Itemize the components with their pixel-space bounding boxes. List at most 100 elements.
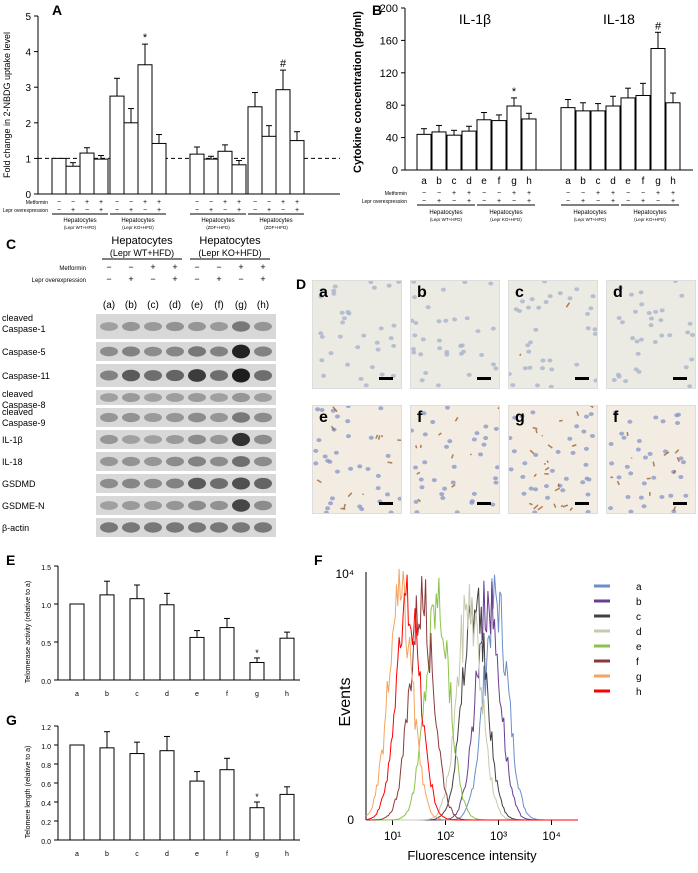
dab-stain — [343, 503, 346, 509]
nucleus — [420, 337, 426, 342]
blot-band — [166, 412, 184, 423]
dab-stain — [565, 302, 571, 308]
y-tick-label: 1.0 — [41, 744, 51, 751]
blot-band — [100, 478, 118, 489]
nucleus — [658, 318, 664, 323]
nucleus — [632, 309, 638, 314]
category-label: b — [580, 176, 586, 187]
blot-band — [210, 500, 228, 511]
blot-band — [232, 412, 250, 423]
nucleus — [411, 428, 415, 433]
y-tick-label: 1.2 — [41, 725, 51, 732]
bar — [416, 133, 432, 171]
nucleus — [458, 351, 464, 356]
nucleus — [651, 475, 657, 480]
blot-band — [210, 346, 228, 357]
nucleus — [535, 383, 541, 388]
category-label: b — [436, 176, 442, 187]
nucleus — [388, 336, 394, 341]
y-axis-label: Telomerase activity (relative to a) — [25, 581, 32, 683]
ihc-image — [411, 406, 499, 513]
lane-label: (b) — [125, 300, 137, 311]
dab-stain — [674, 449, 680, 454]
nucleus — [528, 486, 534, 491]
y-tick-label: 0.2 — [41, 820, 51, 827]
blot-band — [100, 370, 118, 381]
y-tick-label: 0.6 — [41, 782, 51, 789]
bar — [279, 793, 295, 841]
nucleus — [635, 447, 641, 452]
blot-band — [232, 321, 250, 332]
blot-strip — [96, 496, 276, 515]
nucleus — [451, 464, 457, 469]
nucleus — [647, 451, 653, 456]
nucleus — [547, 358, 553, 363]
nucleus — [471, 437, 477, 442]
category-label: g — [511, 176, 517, 187]
nucleus — [315, 407, 321, 412]
legend-label: e — [636, 642, 642, 653]
nucleus — [413, 320, 419, 325]
nucleus — [619, 431, 625, 436]
nucleus — [627, 419, 633, 424]
bar — [275, 89, 291, 195]
ihc-tile-label: f — [613, 409, 619, 426]
nucleus — [536, 305, 542, 310]
category-label: g — [255, 691, 259, 698]
significance-mark: # — [655, 20, 662, 32]
blot-band — [210, 434, 228, 445]
blot-band — [144, 478, 162, 489]
blot-band — [100, 522, 118, 533]
nucleus — [412, 295, 418, 300]
condition-sign: + — [172, 262, 177, 272]
dab-stain — [559, 419, 563, 422]
x-tick-label: 10³ — [490, 829, 507, 843]
group-sublabel: (Lepr KO+HFD) — [122, 225, 154, 230]
y-axis-label: Cytokine concentration (pg/ml) — [352, 11, 364, 173]
nucleus — [642, 455, 648, 460]
group-sublabel: (Lepr WT+HFD) — [64, 225, 97, 230]
nucleus — [540, 358, 546, 363]
blot-band — [144, 435, 162, 444]
nucleus — [659, 308, 665, 313]
blot-band — [166, 456, 184, 467]
ihc-tile-f: f — [606, 405, 696, 514]
bar — [605, 105, 621, 171]
nucleus — [490, 326, 496, 331]
ihc-tile-f: f — [410, 405, 500, 514]
ihc-tile-label: c — [515, 284, 524, 301]
condition-sign: − — [512, 198, 516, 205]
blot-band — [254, 477, 272, 490]
blot-band — [188, 477, 206, 490]
dab-stain — [535, 429, 538, 434]
nucleus — [624, 464, 630, 469]
nucleus — [348, 466, 354, 471]
nucleus — [646, 311, 652, 316]
nucleus — [396, 281, 401, 284]
blot-band — [210, 478, 228, 489]
dab-stain — [541, 434, 544, 437]
dab-stain — [519, 353, 522, 357]
scale-bar — [673, 377, 687, 380]
nucleus — [444, 444, 450, 449]
category-label: e — [625, 176, 631, 187]
subtitle: IL-18 — [603, 11, 635, 27]
y-tick-label: 1.0 — [41, 603, 51, 610]
nucleus — [321, 373, 327, 378]
y-tick-label: 80 — [386, 100, 398, 112]
condition-label: Metformin — [385, 191, 407, 197]
dab-stain — [375, 434, 379, 439]
nucleus — [543, 300, 549, 305]
bar — [123, 122, 139, 195]
nucleus — [378, 326, 384, 331]
dab-stain — [543, 462, 546, 466]
nucleus — [636, 369, 642, 374]
scale-bar — [477, 502, 491, 505]
x-tick-label: 10¹ — [384, 829, 401, 843]
nucleus — [687, 384, 693, 388]
nucleus — [341, 316, 347, 321]
nucleus — [608, 506, 614, 511]
condition-sign: + — [172, 274, 177, 284]
histogram-d — [366, 583, 578, 821]
nucleus — [436, 338, 442, 343]
